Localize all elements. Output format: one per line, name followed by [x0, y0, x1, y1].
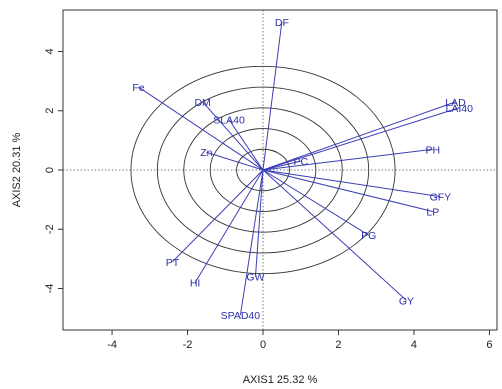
x-tick-label: -2 — [183, 339, 193, 351]
x-tick-label: -4 — [107, 339, 117, 351]
vector-label-dm: DM — [194, 97, 210, 109]
vector-label-lad: LAD — [445, 97, 466, 109]
vector-label-fe: Fe — [132, 82, 144, 94]
loading-vector-fe — [138, 86, 264, 171]
loading-vector-hi — [194, 169, 264, 283]
reference-circle — [183, 107, 343, 233]
loading-vector-lad — [262, 101, 456, 171]
vector-label-df: DF — [275, 17, 289, 29]
y-tick-label: 2 — [44, 108, 56, 114]
vector-label-pt: PT — [166, 257, 180, 269]
loading-vector-df — [262, 21, 283, 171]
loading-vector-pt — [172, 169, 264, 263]
vector-label-spad40: SPAD40 — [221, 310, 261, 322]
vector-label-lai40: LAI40 — [446, 103, 474, 115]
loading-vector-lai40 — [262, 107, 460, 171]
loading-vector-sla40 — [228, 119, 264, 171]
y-tick-label: 4 — [44, 48, 56, 54]
vector-label-hi: HI — [190, 278, 201, 290]
loading-vector-spad40 — [239, 169, 264, 316]
vector-label-pg: PG — [361, 230, 376, 242]
loading-vector-lp — [262, 169, 433, 212]
y-tick-label: -4 — [44, 284, 56, 294]
vector-label-ph: PH — [426, 144, 441, 156]
vector-label-gfy: GFY — [430, 192, 452, 204]
loading-vector-pg — [262, 169, 369, 236]
loading-vector-dm — [202, 101, 264, 171]
loading-vector-gy — [262, 169, 407, 301]
x-tick-label: 4 — [411, 339, 417, 351]
x-tick-label: 0 — [260, 339, 266, 351]
vector-label-zn: Zn — [200, 147, 212, 159]
y-tick-label: -2 — [44, 224, 56, 234]
loading-vector-gw — [254, 169, 264, 277]
loading-vector-gfy — [262, 169, 441, 198]
vector-label-gw: GW — [246, 272, 264, 284]
loading-vector-zn — [206, 151, 264, 171]
vector-label-sla40: SLA40 — [213, 115, 245, 127]
y-tick-label: 0 — [44, 167, 56, 173]
x-tick-label: 2 — [335, 339, 341, 351]
y-axis-title: AXIS2 20.31 % — [11, 132, 23, 207]
vector-label-lp: LP — [426, 206, 439, 218]
vector-label-gy: GY — [399, 295, 414, 307]
reference-circle — [236, 148, 290, 192]
x-tick-label: 6 — [486, 339, 492, 351]
loading-vector-ph — [262, 148, 433, 171]
x-axis-title: AXIS1 25.32 % — [243, 374, 318, 386]
